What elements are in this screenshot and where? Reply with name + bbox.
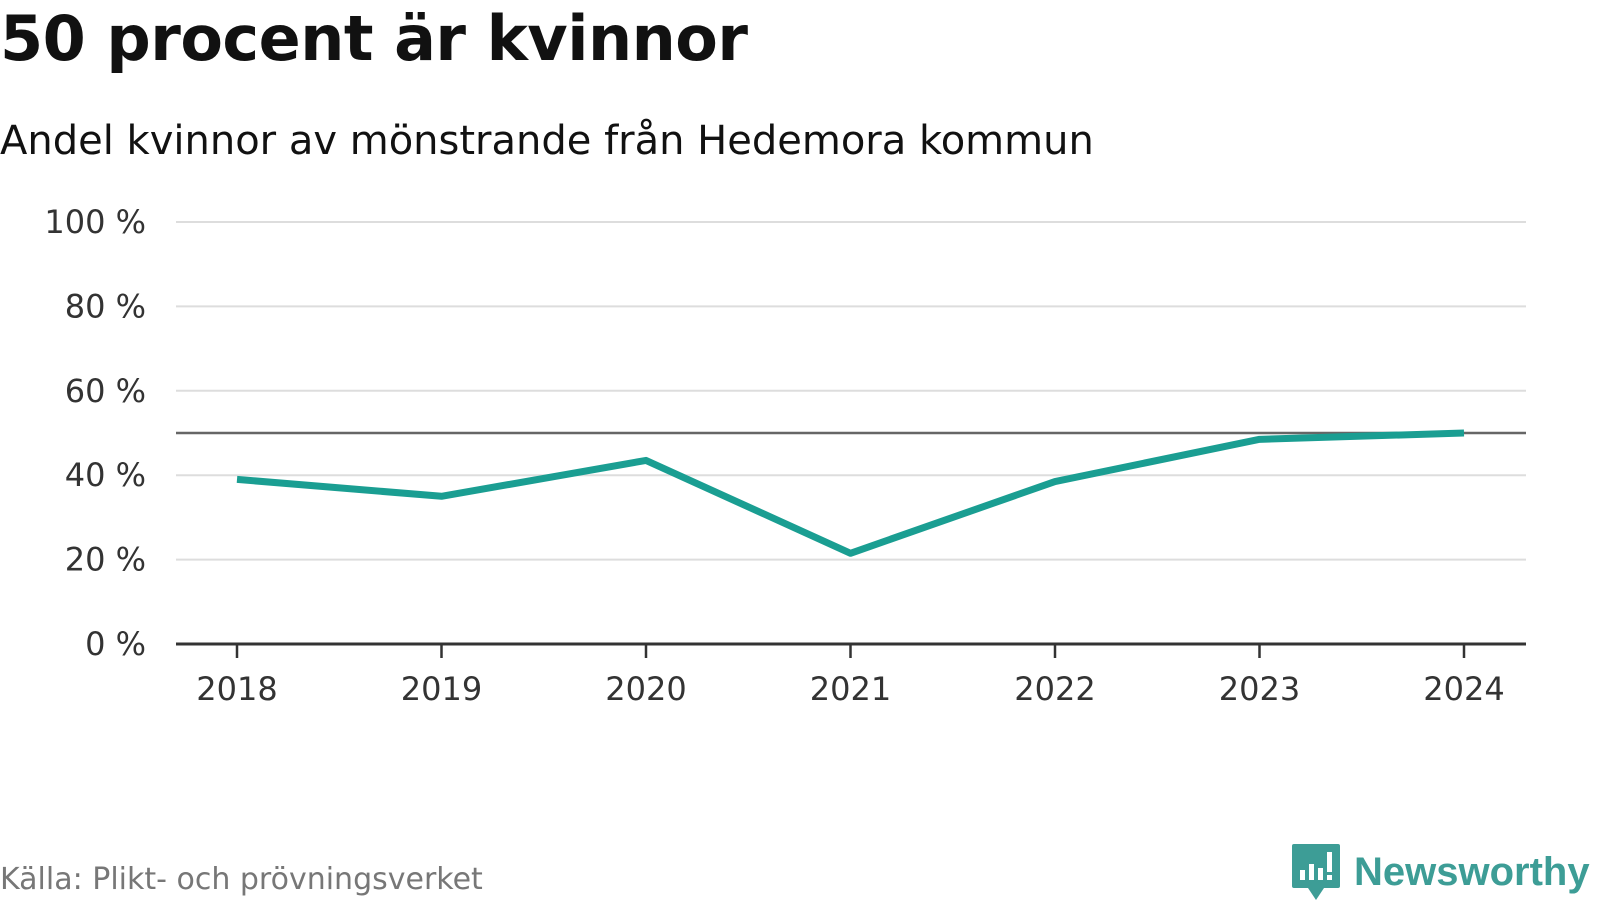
y-tick-label: 100 %	[44, 203, 146, 241]
brand-logo: Newsworthy	[1290, 842, 1590, 902]
series-line	[237, 433, 1464, 553]
x-tick-label: 2018	[196, 670, 277, 708]
newsworthy-logo-icon	[1290, 842, 1342, 902]
brand-name: Newsworthy	[1354, 850, 1590, 895]
x-tick-label: 2023	[1219, 670, 1300, 708]
gridlines	[176, 222, 1526, 560]
y-tick-label: 20 %	[65, 541, 146, 579]
x-axis: 2018 2019 2020 2021 2022 2023 2024	[176, 644, 1526, 708]
y-tick-label: 80 %	[65, 287, 146, 325]
y-axis: 0 % 20 % 40 % 60 % 80 % 100 %	[44, 203, 146, 663]
x-tick-label: 2019	[401, 670, 482, 708]
x-tick-label: 2021	[810, 670, 891, 708]
y-tick-label: 0 %	[85, 625, 146, 663]
x-tick-label: 2020	[605, 670, 686, 708]
source-note: Källa: Plikt- och prövningsverket	[0, 862, 483, 897]
series-group	[237, 433, 1464, 553]
x-tick-label: 2022	[1014, 670, 1095, 708]
y-tick-label: 40 %	[65, 456, 146, 494]
x-tick-label: 2024	[1423, 670, 1504, 708]
y-tick-label: 60 %	[65, 372, 146, 410]
